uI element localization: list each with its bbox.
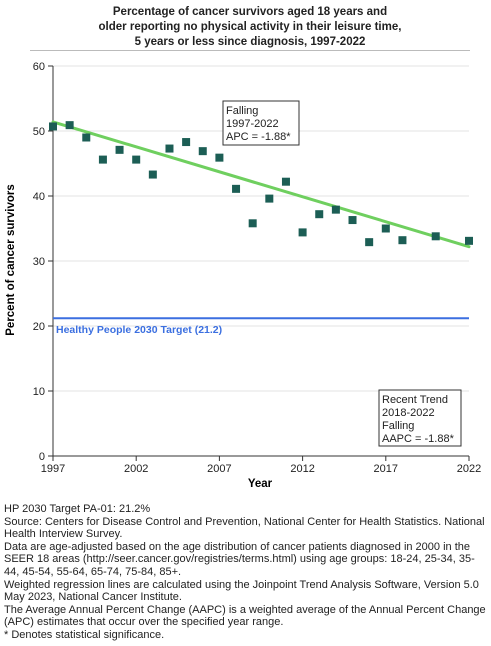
annotation-recent-line-4: AAPC = -1.88* xyxy=(382,433,455,445)
data-point-2013 xyxy=(315,210,324,219)
target-layer: Healthy People 2030 Target (21.2) xyxy=(53,317,469,336)
data-point-2005 xyxy=(182,138,191,147)
y-tick-label-20: 20 xyxy=(33,321,45,333)
annotation-falling-line-3: APC = -1.88* xyxy=(226,131,291,143)
annotation-recent-line-2: 2018-2022 xyxy=(382,407,435,419)
data-point-2012 xyxy=(298,228,307,237)
chart-title: Percentage of cancer survivors aged 18 y… xyxy=(40,5,460,50)
annotation-recent: Recent Trend 2018-2022 Falling AAPC = -1… xyxy=(378,389,462,447)
annotation-recent-line-3: Falling xyxy=(382,420,414,432)
chart-title-line-1: Percentage of cancer survivors aged 18 y… xyxy=(112,6,388,18)
data-point-2001 xyxy=(115,145,124,154)
x-tick-label-2022: 2022 xyxy=(457,463,481,475)
annotation-falling: Falling 1997-2022 APC = -1.88* xyxy=(222,100,300,146)
x-tick-label-2012: 2012 xyxy=(290,463,314,475)
data-point-2015 xyxy=(348,216,357,225)
data-point-2003 xyxy=(148,170,157,179)
note-aapc: The Average Annual Percent Change (AAPC)… xyxy=(4,603,486,629)
target-label: Healthy People 2030 Target (21.2) xyxy=(56,324,222,336)
data-point-2018 xyxy=(398,236,407,245)
chart-title-line-2: older reporting no physical activity in … xyxy=(98,21,402,33)
trend-layer xyxy=(51,120,471,249)
y-axis-title: Percent of cancer survivors xyxy=(5,184,17,336)
data-point-2011 xyxy=(281,177,290,186)
y-tick-label-0: 0 xyxy=(39,451,45,463)
x-tick-label-2002: 2002 xyxy=(124,463,148,475)
data-point-2010 xyxy=(265,194,274,203)
data-points xyxy=(49,121,473,247)
data-point-2020 xyxy=(431,232,440,241)
y-tick-label-60: 60 xyxy=(33,61,45,73)
data-point-2000 xyxy=(98,155,107,164)
data-point-2009 xyxy=(248,219,257,228)
annotation-recent-line-1: Recent Trend xyxy=(382,394,448,406)
x-tick-label-1997: 1997 xyxy=(41,463,65,475)
note-target: HP 2030 Target PA-01: 21.2% xyxy=(4,503,151,515)
data-point-2014 xyxy=(331,205,340,214)
data-point-2022 xyxy=(465,236,473,245)
svg-text:Recent Trend 2018-2022: Recent Trend 2018-2022 Falling AAPC = -1… xyxy=(382,394,455,445)
data-point-2008 xyxy=(232,184,241,193)
data-point-2007 xyxy=(215,153,224,162)
data-point-2004 xyxy=(165,144,174,153)
annotation-falling-line-2: 1997-2022 xyxy=(226,118,279,130)
scatter-chart: Healthy People 2030 Target (21.2) 0 10 20 3… xyxy=(5,61,481,490)
note-age-adjustment: Data are age-adjusted based on the age d… xyxy=(4,540,475,578)
data-point-2002 xyxy=(132,155,141,164)
annotation-falling-line-1: Falling xyxy=(226,105,258,117)
data-point-2006 xyxy=(198,147,207,156)
note-source: Source: Centers for Disease Control and … xyxy=(4,515,485,541)
x-axis-title: Year xyxy=(248,478,273,490)
title-divider xyxy=(30,50,470,51)
x-tick-label-2017: 2017 xyxy=(374,463,398,475)
x-tick-label-2007: 2007 xyxy=(207,463,231,475)
axes xyxy=(48,65,470,461)
y-tick-label-10: 10 xyxy=(33,386,45,398)
data-point-2016 xyxy=(365,238,374,247)
chart-notes: HP 2030 Target PA-01: 21.2% Source: Cent… xyxy=(4,503,488,642)
svg-text:Falling 1997-2022: Falling 1997-2022 APC = -1.88* xyxy=(226,105,291,143)
y-tick-label-40: 40 xyxy=(33,191,45,203)
data-point-1997 xyxy=(49,122,57,131)
data-point-1998 xyxy=(65,121,74,130)
data-point-1999 xyxy=(82,133,91,142)
tick-labels: 0 10 20 30 40 50 60 1997 2002 2007 2012 2017 2022 xyxy=(33,61,481,475)
data-point-2017 xyxy=(381,224,390,233)
note-regression: Weighted regression lines are calculated… xyxy=(4,578,479,604)
chart-title-line-3: 5 years or less since diagnosis, 1997-20… xyxy=(134,36,366,48)
note-significance: * Denotes statistical significance. xyxy=(4,628,165,641)
y-tick-label-30: 30 xyxy=(33,256,45,268)
y-tick-label-50: 50 xyxy=(33,126,45,138)
trend-line xyxy=(51,120,471,249)
